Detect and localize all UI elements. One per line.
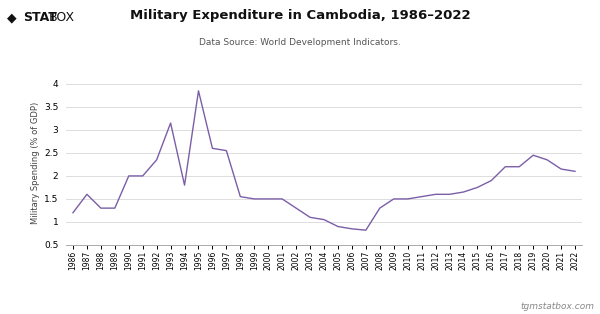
Text: STAT: STAT [23, 11, 56, 24]
Text: Data Source: World Development Indicators.: Data Source: World Development Indicator… [199, 38, 401, 47]
Y-axis label: Military Spending (% of GDP): Military Spending (% of GDP) [31, 102, 40, 225]
Text: ◆: ◆ [7, 11, 17, 24]
Text: tgmstatbox.com: tgmstatbox.com [520, 302, 594, 311]
Text: BOX: BOX [49, 11, 76, 24]
Text: Military Expenditure in Cambodia, 1986–2022: Military Expenditure in Cambodia, 1986–2… [130, 9, 470, 22]
